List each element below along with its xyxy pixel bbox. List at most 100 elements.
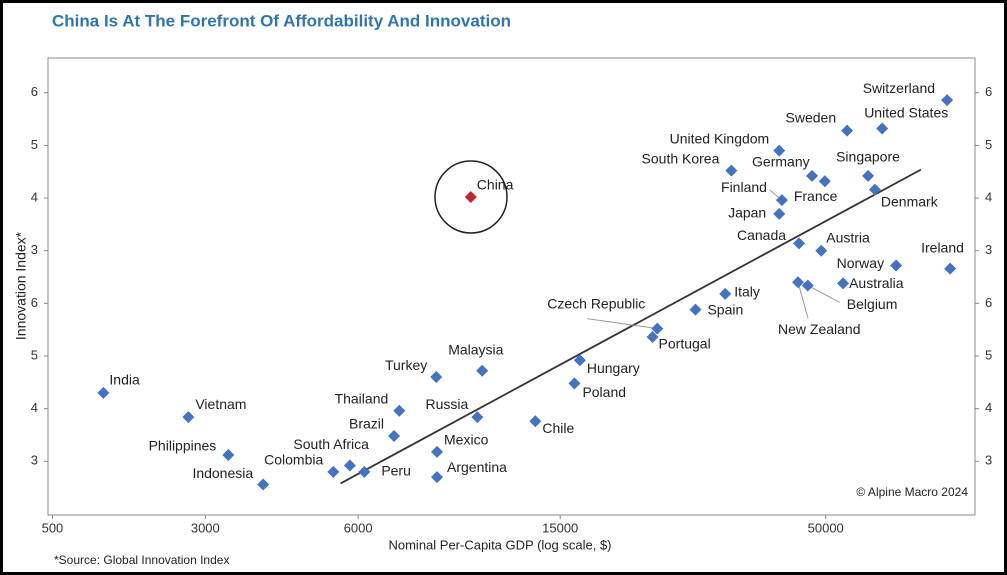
point-label: Indonesia [192, 465, 253, 481]
y-tick-label: 5 [31, 347, 38, 362]
point-label: Canada [737, 227, 786, 243]
y-tick-label: 4 [31, 189, 38, 204]
point [841, 124, 854, 137]
point [651, 322, 664, 335]
source-note: *Source: Global Innovation Index [54, 553, 229, 567]
point [944, 262, 957, 275]
point [719, 287, 732, 300]
point-label: Japan [728, 205, 766, 221]
point [222, 448, 235, 461]
point [464, 190, 477, 203]
leader-line [807, 285, 841, 303]
point-label: Peru [381, 463, 411, 479]
point [431, 445, 444, 458]
y2-tick-label: 6 [985, 295, 992, 310]
y2-tick-label: 3 [985, 453, 992, 468]
point-label: United Kingdom [670, 130, 770, 146]
point [431, 471, 444, 484]
point [862, 169, 875, 182]
y-tick-label: 3 [31, 242, 38, 257]
point-label: Australia [849, 275, 904, 291]
point [471, 411, 484, 424]
point-label: Singapore [836, 149, 900, 165]
point [801, 279, 814, 292]
point [792, 276, 805, 289]
x-axis-title: Nominal Per-Capita GDP (log scale, $) [388, 537, 611, 552]
y-tick-label: 4 [31, 400, 38, 415]
point [388, 430, 401, 443]
point [476, 364, 489, 377]
y-tick-label: 6 [31, 295, 38, 310]
point-label: South Africa [293, 436, 369, 452]
point-label: Philippines [149, 438, 217, 454]
y2-tick-label: 3 [985, 242, 992, 257]
point-label: Spain [707, 301, 743, 317]
point [358, 465, 371, 478]
credit: © Alpine Macro 2024 [856, 485, 968, 499]
point-label: Poland [582, 384, 626, 400]
background [3, 3, 1004, 572]
point-label: Ireland [921, 239, 964, 255]
point-label: Finland [721, 179, 767, 195]
point [573, 354, 586, 367]
point-label: Czech Republic [547, 295, 645, 311]
point [941, 94, 954, 107]
y2-tick-label: 6 [985, 84, 992, 99]
x-tick-label: 3000 [191, 520, 220, 535]
point [689, 303, 702, 316]
point [793, 237, 806, 250]
point-label: Colombia [264, 452, 323, 468]
point [529, 415, 542, 428]
point-label: Russia [426, 396, 469, 412]
point [818, 175, 831, 188]
x-tick-label: 15000 [542, 520, 578, 535]
trend-line [340, 168, 922, 485]
chart-title: China Is At The Forefront Of Affordabili… [52, 11, 511, 30]
point [725, 164, 738, 177]
point [806, 169, 819, 182]
point [568, 377, 581, 390]
point-label: Argentina [447, 459, 507, 475]
point [837, 277, 850, 290]
point-label: Portugal [659, 336, 711, 352]
point-label: Brazil [349, 416, 384, 432]
point-label: Norway [837, 255, 884, 271]
x-tick-label: 500 [42, 520, 64, 535]
point [773, 207, 786, 220]
point [327, 465, 340, 478]
y-tick-label: 6 [31, 84, 38, 99]
point-label: Chile [542, 420, 574, 436]
y-tick-label: 3 [31, 453, 38, 468]
x-tick-label: 50000 [808, 520, 844, 535]
point [646, 331, 659, 344]
point [773, 144, 786, 157]
point [430, 371, 443, 384]
point-label: Italy [734, 284, 760, 300]
point-label: Turkey [385, 357, 427, 373]
point-label: Thailand [335, 390, 389, 406]
leader-line [587, 318, 658, 330]
y2-tick-label: 5 [985, 137, 992, 152]
point-label: Mexico [444, 432, 489, 448]
point-label: Austria [826, 229, 870, 245]
y-tick-label: 5 [31, 137, 38, 152]
point [876, 122, 889, 135]
y2-tick-label: 4 [985, 189, 992, 204]
point-label: Vietnam [195, 396, 246, 412]
y2-tick-label: 5 [985, 347, 992, 362]
point-label: South Korea [642, 150, 720, 166]
point-label: Malaysia [448, 341, 503, 357]
point-label: China [477, 177, 514, 193]
point-label: New Zealand [778, 321, 861, 337]
point-label: Germany [752, 154, 810, 170]
point [868, 183, 881, 196]
point [257, 478, 270, 491]
x-tick-label: 6000 [344, 520, 373, 535]
point [97, 386, 110, 399]
point-label: France [794, 188, 838, 204]
point [775, 194, 788, 207]
point [393, 404, 406, 417]
point-label: Belgium [847, 296, 898, 312]
plot-frame [47, 57, 976, 516]
y-axis-title: Innovation Index* [13, 231, 29, 340]
